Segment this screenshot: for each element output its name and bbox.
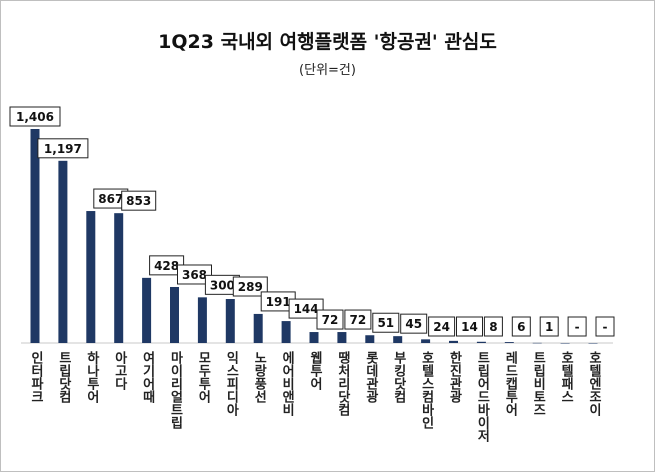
bar (225, 299, 235, 343)
bar (170, 286, 179, 343)
bar (393, 336, 403, 343)
bar (337, 332, 347, 343)
bar (253, 313, 263, 343)
x-tick-label: 한진관광 (446, 351, 462, 403)
data-label-box (539, 316, 559, 337)
x-tick-label: 트립비토즈 (530, 351, 546, 416)
bar (560, 343, 570, 344)
data-label-box (511, 316, 531, 337)
x-tick-label: 에어비앤비 (279, 351, 295, 416)
bar (86, 211, 96, 343)
x-tick-label: 인터파크 (28, 351, 43, 403)
bar (588, 343, 598, 344)
bar (309, 332, 319, 343)
x-tick-label: 롯데관광 (362, 351, 378, 403)
data-label: 191 (266, 295, 291, 309)
data-label-box (456, 316, 483, 337)
data-label: 1,197 (44, 142, 82, 156)
bar (281, 321, 291, 343)
data-label: 72 (322, 313, 339, 327)
x-tick-label: 마이리얼트립 (167, 351, 183, 429)
data-label-box (37, 138, 89, 159)
data-label-box (428, 316, 456, 337)
data-label: - (575, 320, 580, 334)
x-tick-label: 익스피디아 (223, 351, 239, 416)
x-tick-label: 호텔스컴바인 (418, 351, 434, 429)
x-tick-label: 레드캡투어 (502, 351, 518, 416)
data-label: 853 (126, 194, 151, 208)
data-label: 1,406 (16, 110, 54, 124)
data-label: 428 (154, 259, 179, 273)
data-label: 300 (210, 278, 235, 292)
bar (197, 297, 207, 343)
bar (421, 339, 431, 343)
x-tick-label: 노랑풍선 (251, 351, 267, 403)
x-tick-label: 아고다 (111, 351, 127, 390)
bar (504, 342, 514, 343)
data-label: 144 (294, 302, 319, 316)
data-label: 72 (350, 313, 367, 327)
bar (532, 342, 542, 344)
bar (365, 335, 375, 343)
data-label: 368 (182, 268, 207, 282)
x-tick-label: 하나투어 (83, 351, 99, 403)
x-tick-label: 호텔엔조이 (586, 351, 601, 416)
chart-subtitle: (단위=건) (299, 63, 356, 78)
bar (30, 129, 40, 343)
bar (142, 277, 152, 343)
data-label-box (316, 309, 344, 330)
data-label-box (344, 309, 372, 330)
data-label-box (400, 313, 428, 334)
data-label-box (483, 316, 503, 337)
data-label: 1 (545, 320, 553, 334)
data-label: 51 (377, 316, 394, 330)
bar (114, 213, 124, 343)
data-label-box (372, 312, 400, 333)
data-label: 867 (98, 192, 123, 206)
data-label: 289 (238, 280, 263, 294)
bar (58, 160, 68, 343)
x-tick-label: 여기어때 (139, 351, 155, 403)
data-label: 24 (433, 320, 450, 334)
x-tick-label: 트립닷컴 (55, 351, 71, 403)
x-tick-label: 부킹닷컴 (390, 351, 406, 403)
x-tick-label: 땡처리닷컴 (334, 351, 350, 416)
x-tick-label: 웹투어 (307, 351, 322, 390)
chart-title: 1Q23 국내외 여행플랫폼 '항공권' 관심도 (158, 31, 497, 53)
bar (476, 341, 486, 343)
data-label: - (603, 320, 608, 334)
data-label: 14 (461, 320, 478, 334)
data-label-box (121, 190, 157, 211)
data-label-box (288, 298, 324, 319)
x-tick-label: 호텔패스 (558, 351, 574, 403)
bar (449, 340, 458, 343)
data-label: 45 (405, 317, 422, 331)
x-tick-label: 트립어드바이저 (474, 351, 490, 442)
data-label: 8 (489, 320, 497, 334)
data-label-box (567, 316, 587, 337)
data-label-box (9, 106, 61, 127)
data-label: 6 (517, 320, 525, 334)
data-label-box (177, 264, 212, 285)
x-tick-label: 모두투어 (195, 351, 211, 403)
data-label-box (595, 316, 615, 337)
data-label-box (232, 276, 268, 297)
